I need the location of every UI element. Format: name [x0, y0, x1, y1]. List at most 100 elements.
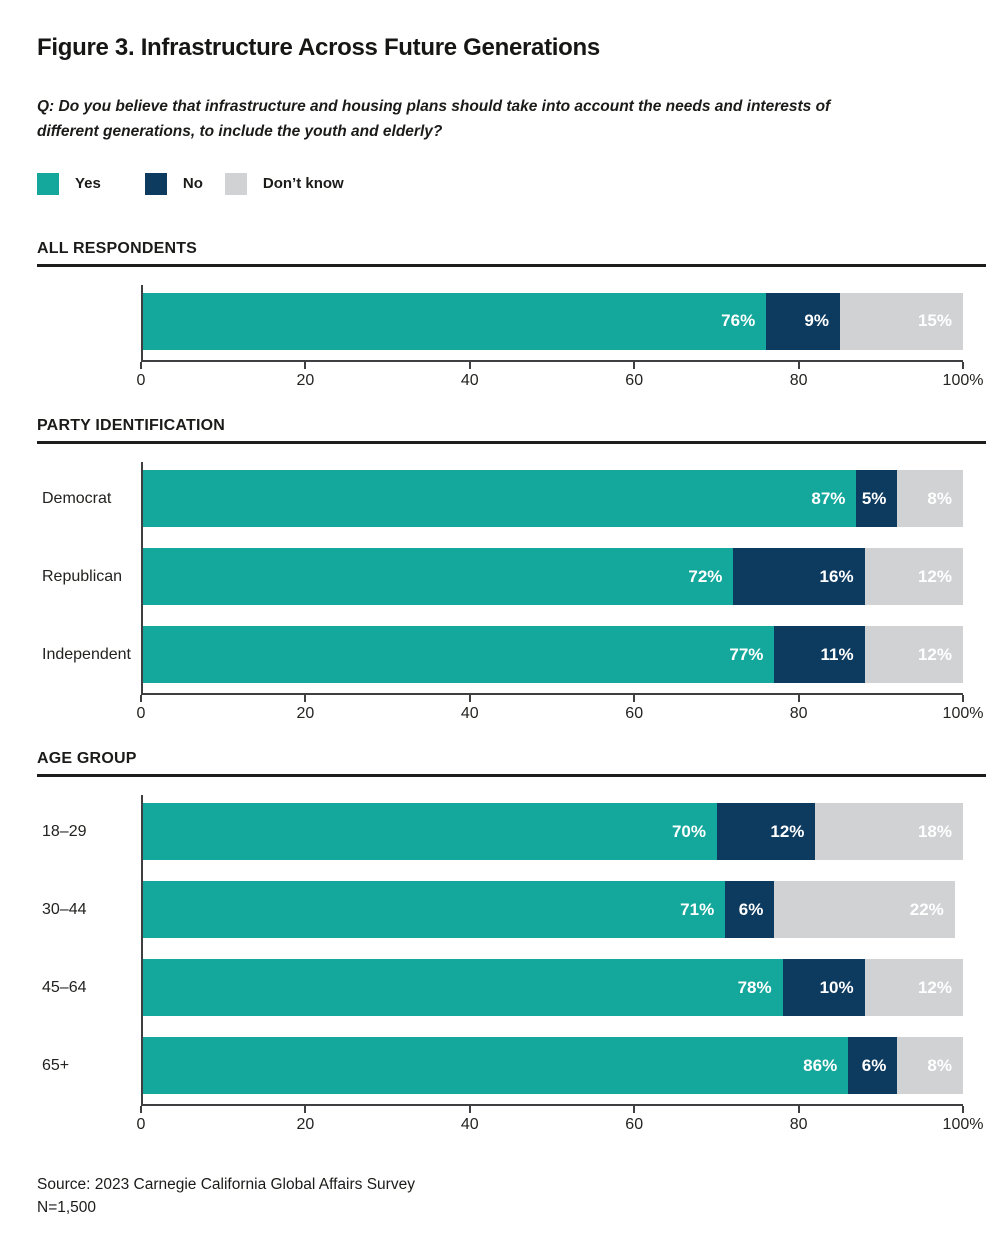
axis-tick-label: 80	[789, 371, 808, 389]
segment-value-label: 78%	[737, 977, 772, 997]
chart-section: AGE GROUP 18–29 70% 12% 18% 30–44 71% 6% 22% 45–…	[37, 749, 986, 1138]
axis-tick	[468, 361, 471, 369]
axis-tick	[797, 1106, 800, 1114]
x-axis: 0 20 40 60 80 100%	[137, 695, 983, 727]
axis-tick	[304, 1106, 307, 1114]
axis-tick	[140, 1106, 142, 1114]
segment-value-label: 77%	[729, 644, 764, 664]
bar-row: Republican 72% 16% 12%	[42, 548, 963, 606]
axis-tick	[140, 361, 142, 369]
legend-item-no: No	[144, 172, 203, 195]
axis-tick-label: 20	[296, 1116, 315, 1134]
segment-don-t-know: 12%	[864, 626, 963, 684]
axis-tick	[633, 695, 636, 703]
axis-tick	[962, 695, 964, 703]
segment-value-label: 5%	[861, 488, 887, 508]
axis-tick-label: 0	[136, 705, 146, 723]
axis-tick-label: 80	[789, 1116, 808, 1134]
segment-value-label: 76%	[721, 311, 756, 331]
row-label: Republican	[42, 567, 123, 585]
axis-tick-label: 100%	[942, 1116, 984, 1134]
row-label	[42, 293, 138, 350]
chart-section: PARTY IDENTIFICATION Democrat 87% 5% 8% Repu…	[37, 416, 986, 727]
segment-don-t-know: 15%	[839, 292, 963, 350]
segment-no: 10%	[782, 959, 865, 1017]
chart-section: ALL RESPONDENTS 76% 9% 15% 0 20 40 60 80 100%	[37, 239, 986, 394]
axis-tick-label: 80	[789, 705, 808, 723]
chart-body: 18–29 70% 12% 18% 30–44 71% 6% 22% 45–64 78% 10% 12…	[42, 795, 963, 1107]
axis-tick-label: 60	[625, 705, 644, 723]
bar-row: 76% 9% 15%	[143, 292, 963, 350]
segment-no: 6%	[725, 881, 775, 939]
segment-don-t-know: 8%	[897, 1037, 963, 1095]
axis-tick-label: 40	[460, 1116, 479, 1134]
axis-tick	[797, 361, 800, 369]
segment-value-label: 10%	[819, 977, 854, 997]
segment-no: 6%	[848, 1037, 898, 1095]
segment-no: 16%	[733, 548, 865, 606]
source-text: Source: 2023 Carnegie California Global …	[37, 1176, 415, 1194]
segment-value-label: 71%	[680, 899, 715, 919]
axis-tick-label: 40	[460, 705, 479, 723]
segment-value-label: 12%	[770, 821, 805, 841]
axis-tick	[140, 695, 142, 703]
axis-tick-label: 20	[296, 705, 315, 723]
segment-value-label: 72%	[688, 566, 723, 586]
dont-know-swatch-icon	[224, 172, 247, 195]
segment-don-t-know: 12%	[864, 959, 963, 1017]
segment-yes: 87%	[143, 470, 857, 528]
segment-value-label: 70%	[671, 821, 706, 841]
segment-yes: 86%	[143, 1037, 849, 1095]
no-swatch-icon	[144, 172, 167, 195]
segment-value-label: 87%	[811, 488, 846, 508]
segment-yes: 72%	[143, 548, 734, 606]
segment-no: 12%	[717, 803, 816, 861]
row-label: 30–44	[42, 900, 87, 918]
bar-row: 18–29 70% 12% 18%	[42, 803, 963, 861]
section-title: PARTY IDENTIFICATION	[37, 416, 225, 434]
segment-value-label: 15%	[917, 311, 952, 331]
bar-row: 30–44 71% 6% 22%	[42, 881, 963, 939]
segment-yes: 71%	[143, 881, 726, 939]
segment-value-label: 16%	[819, 566, 854, 586]
segment-don-t-know: 8%	[897, 470, 963, 528]
chart-body: Democrat 87% 5% 8% Republican 72% 16% 12% Indepe…	[42, 462, 963, 696]
axis-tick-label: 100%	[942, 371, 984, 389]
x-axis: 0 20 40 60 80 100%	[137, 1106, 983, 1138]
segment-no: 11%	[774, 626, 865, 684]
legend-label-yes: Yes	[75, 175, 101, 193]
section-title: ALL RESPONDENTS	[37, 239, 198, 257]
axis-tick	[304, 695, 307, 703]
segment-value-label: 6%	[861, 1055, 887, 1075]
segment-yes: 77%	[143, 626, 775, 684]
axis-tick	[962, 1106, 964, 1114]
bar-row: Independent 77% 11% 12%	[42, 626, 963, 684]
survey-question: Q: Do you believe that infrastructure an…	[37, 97, 831, 141]
axis-tick	[633, 1106, 636, 1114]
axis-tick-label: 40	[460, 371, 479, 389]
segment-value-label: 18%	[917, 821, 952, 841]
bar-row: 65+ 86% 6% 8%	[42, 1037, 963, 1095]
axis-tick-label: 60	[625, 1116, 644, 1134]
x-axis: 0 20 40 60 80 100%	[137, 361, 983, 394]
chart-sections: ALL RESPONDENTS 76% 9% 15% 0 20 40 60 80 100% P…	[37, 239, 986, 1139]
row-label: Democrat	[42, 489, 112, 507]
segment-value-label: 8%	[927, 1055, 952, 1075]
segment-value-label: 8%	[927, 488, 952, 508]
axis-tick	[468, 695, 471, 703]
bar-row: 45–64 78% 10% 12%	[42, 959, 963, 1017]
axis-tick	[633, 361, 636, 369]
segment-yes: 70%	[143, 803, 717, 861]
segment-value-label: 86%	[803, 1055, 838, 1075]
figure-title: Figure 3. Infrastructure Across Future G…	[37, 34, 600, 61]
axis-tick-label: 0	[136, 371, 146, 389]
segment-yes: 78%	[143, 959, 783, 1017]
axis-tick	[304, 361, 307, 369]
section-rule	[37, 774, 986, 778]
section-rule	[37, 441, 986, 445]
segment-no: 5%	[856, 470, 898, 528]
axis-tick-label: 100%	[942, 705, 984, 723]
segment-value-label: 12%	[917, 566, 952, 586]
row-label: 18–29	[42, 822, 87, 840]
